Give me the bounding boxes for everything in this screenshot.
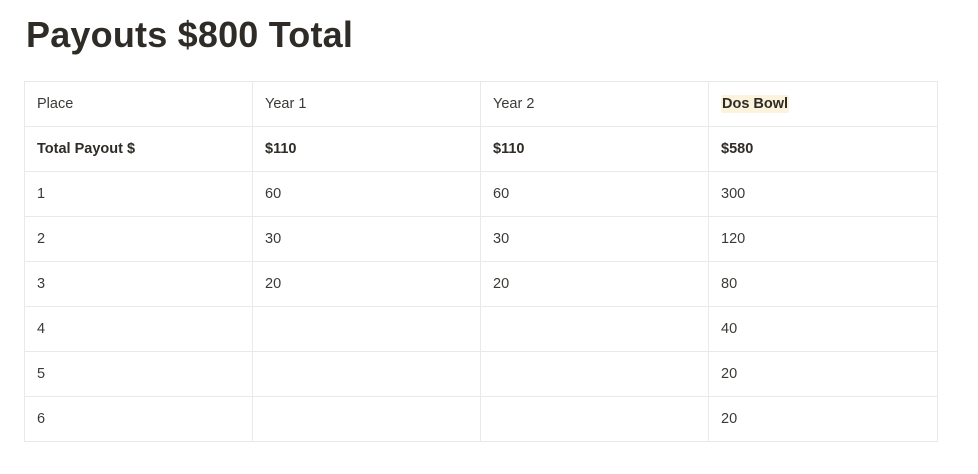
table-cell[interactable] (480, 396, 709, 442)
table-cell[interactable]: $110 (252, 126, 481, 172)
table-cell[interactable]: 20 (708, 351, 938, 397)
table-cell[interactable] (252, 306, 481, 352)
table-cell[interactable]: 5 (24, 351, 253, 397)
table-cell[interactable]: 20 (252, 261, 481, 307)
table-cell[interactable]: Total Payout $ (24, 126, 253, 172)
highlighted-text: Dos Bowl (721, 95, 790, 113)
table-cell[interactable]: 120 (708, 216, 938, 262)
table-cell[interactable] (252, 396, 481, 442)
table-cell[interactable]: 80 (708, 261, 938, 307)
table-cell[interactable]: 6 (24, 396, 253, 442)
table-cell[interactable]: 4 (24, 306, 253, 352)
total-row: Total Payout $ $110 $110 $580 (24, 126, 938, 172)
table-cell[interactable]: 20 (708, 396, 938, 442)
page-title: Payouts $800 Total (26, 14, 354, 55)
table-cell[interactable]: 2 (24, 216, 253, 262)
table-cell[interactable]: $580 (708, 126, 938, 172)
header-cell-year-1[interactable]: Year 1 (252, 81, 481, 127)
table-cell[interactable] (480, 351, 709, 397)
table-row: 1 60 60 300 (24, 171, 938, 217)
table-cell[interactable]: 40 (708, 306, 938, 352)
table-cell[interactable]: $110 (480, 126, 709, 172)
table-cell[interactable]: 60 (480, 171, 709, 217)
header-row: Place Year 1 Year 2 Dos Bowl (24, 81, 938, 127)
header-cell-dos-bowl[interactable]: Dos Bowl (708, 81, 938, 127)
payout-table: Place Year 1 Year 2 Dos Bowl Total Payou… (24, 81, 938, 442)
table-cell[interactable]: 1 (24, 171, 253, 217)
table-cell[interactable]: 20 (480, 261, 709, 307)
table-cell[interactable] (252, 351, 481, 397)
table-row: 3 20 20 80 (24, 261, 938, 307)
table-cell[interactable]: 3 (24, 261, 253, 307)
table-row: 2 30 30 120 (24, 216, 938, 262)
header-cell-place[interactable]: Place (24, 81, 253, 127)
header-cell-year-2[interactable]: Year 2 (480, 81, 709, 127)
table-row: 6 20 (24, 396, 938, 442)
table-cell[interactable]: 30 (480, 216, 709, 262)
table-cell[interactable]: 60 (252, 171, 481, 217)
table-cell[interactable]: 30 (252, 216, 481, 262)
table-row: 4 40 (24, 306, 938, 352)
table-row: 5 20 (24, 351, 938, 397)
table-cell[interactable] (480, 306, 709, 352)
table-cell[interactable]: 300 (708, 171, 938, 217)
